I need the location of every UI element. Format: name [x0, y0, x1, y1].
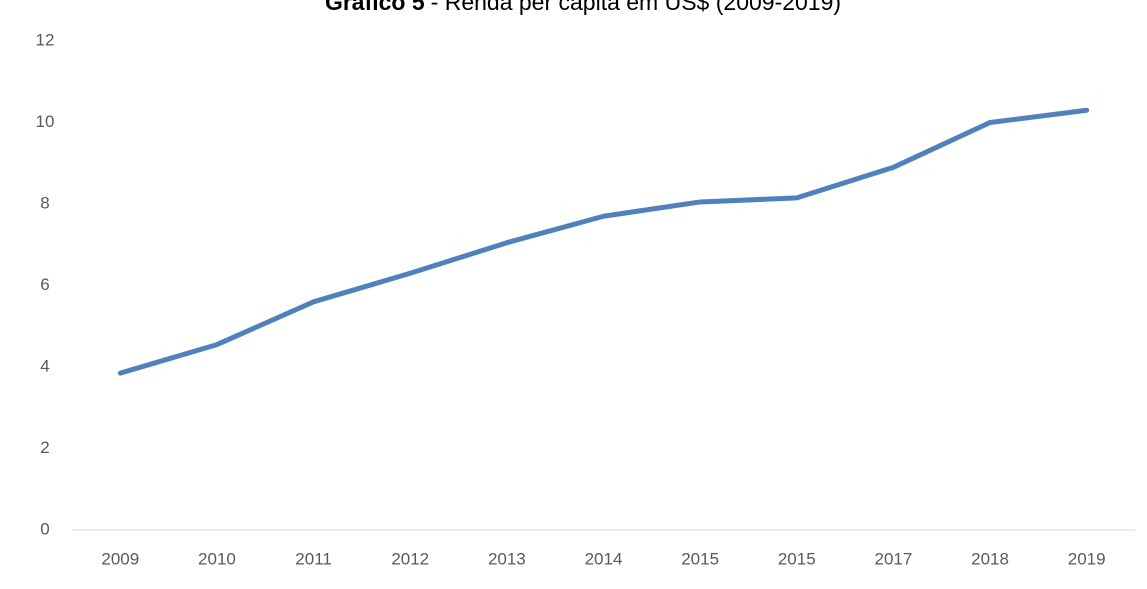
x-tick-label: 2012 [391, 549, 429, 568]
x-tick-label: 2010 [198, 549, 236, 568]
x-tick-label: 2015 [681, 549, 719, 568]
x-tick-label: 2014 [585, 549, 623, 568]
title-bold: Gráfico 5 [325, 0, 425, 15]
x-tick-label: 2015 [778, 549, 816, 568]
y-tick-label: 12 [36, 30, 55, 49]
y-tick-label: 0 [40, 519, 49, 538]
y-tick-label: 4 [40, 356, 49, 375]
x-tick-label: 2017 [874, 549, 912, 568]
x-tick-label: 2013 [488, 549, 526, 568]
x-tick-label: 2009 [101, 549, 139, 568]
y-tick-label: 8 [40, 193, 49, 212]
x-tick-label: 2018 [971, 549, 1009, 568]
y-tick-label: 10 [36, 112, 55, 131]
chart-title: Gráfico 5 - Renda per capita em US$ (2009… [325, 0, 841, 15]
line [117, 107, 1090, 376]
y-tick-label: 2 [40, 438, 49, 457]
x-tick-label: 2019 [1068, 549, 1106, 568]
title-rest: - Renda per capita em US$ (2009-2019) [431, 0, 841, 15]
y-tick-label: 6 [40, 275, 49, 294]
x-tick-label: 2011 [295, 549, 332, 568]
